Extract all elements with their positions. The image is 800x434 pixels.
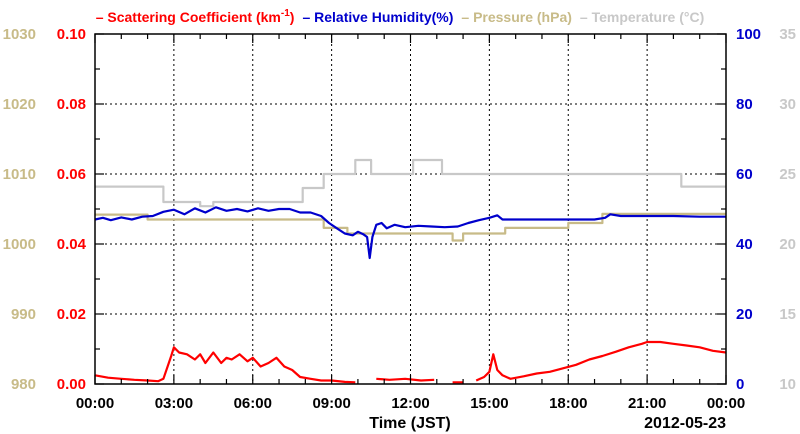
x-tick-label: 00:00 bbox=[707, 395, 745, 412]
y-tick-label-pressure: 980 bbox=[11, 376, 36, 393]
series-line-scattering bbox=[94, 340, 727, 384]
legend-entry: – Temperature (°C) bbox=[580, 9, 704, 25]
y-tick-label-temperature: 30 bbox=[779, 96, 796, 113]
legend-superscript: -1 bbox=[281, 8, 290, 19]
y-tick-label-temperature: 10 bbox=[779, 376, 796, 393]
x-axis-label: Time (JST) bbox=[369, 415, 451, 432]
series-line-humidity bbox=[94, 206, 726, 260]
y-tick-label-humidity: 0 bbox=[736, 376, 744, 393]
legend: – Scattering Coefficient (km-1) – Relativ… bbox=[96, 8, 705, 25]
y-tick-label-temperature: 25 bbox=[779, 166, 796, 183]
series-layer bbox=[94, 158, 727, 384]
y-tick-label-humidity: 60 bbox=[736, 166, 753, 183]
y-axis-scattering: 0.00 0.02 0.04 0.06 0.08 0.10 bbox=[57, 26, 104, 393]
legend-entry: – Scattering Coefficient (km bbox=[96, 9, 281, 25]
y-tick-label-temperature: 15 bbox=[779, 306, 796, 323]
x-tick-label: 06:00 bbox=[234, 395, 272, 412]
x-tick-label: 00:00 bbox=[76, 395, 114, 412]
x-tick-label: 12:00 bbox=[391, 395, 429, 412]
y-tick-label-humidity: 20 bbox=[736, 306, 753, 323]
y-tick-label-pressure: 1020 bbox=[3, 96, 36, 113]
y-tick-label-humidity: 100 bbox=[736, 26, 761, 43]
y-axis-humidity: 0 20 40 60 80 100 bbox=[717, 26, 761, 393]
series-line-pressure bbox=[95, 212, 726, 242]
legend-entry: – Pressure (hPa) bbox=[461, 9, 572, 25]
y-tick-label-scattering: 0.10 bbox=[57, 26, 86, 43]
x-tick-label: 15:00 bbox=[470, 395, 508, 412]
x-tick-label: 09:00 bbox=[312, 395, 350, 412]
y-tick-label-humidity: 80 bbox=[736, 96, 753, 113]
legend-entry: – Relative Humidity(%) bbox=[302, 9, 453, 25]
y-tick-label-scattering: 0.04 bbox=[57, 236, 87, 253]
x-tick-label: 03:00 bbox=[155, 395, 193, 412]
y-axis-pressure: 980 990 1000 1010 1020 1030 bbox=[3, 26, 36, 393]
y-tick-label-scattering: 0.08 bbox=[57, 96, 86, 113]
grid bbox=[95, 34, 726, 384]
y-axis-temperature: 10 15 20 25 30 35 bbox=[779, 26, 796, 393]
legend-entry-tail: ) bbox=[290, 9, 295, 25]
legend-text: – Scattering Coefficient (km-1) – Relativ… bbox=[96, 8, 705, 25]
y-tick-label-pressure: 1030 bbox=[3, 26, 36, 43]
y-tick-label-temperature: 35 bbox=[779, 26, 796, 43]
y-tick-label-pressure: 1010 bbox=[3, 166, 36, 183]
y-tick-label-scattering: 0.02 bbox=[57, 306, 86, 323]
x-tick-label: 21:00 bbox=[628, 395, 666, 412]
x-axis: 00:00 03:00 06:00 09:00 12:00 15:00 18:00 21:00… bbox=[76, 34, 745, 412]
y-tick-label-pressure: 990 bbox=[11, 306, 36, 323]
y-tick-label-scattering: 0.00 bbox=[57, 376, 86, 393]
y-tick-label-temperature: 20 bbox=[779, 236, 796, 253]
y-tick-label-pressure: 1000 bbox=[3, 236, 36, 253]
date-label: 2012-05-23 bbox=[644, 415, 726, 432]
y-tick-label-humidity: 40 bbox=[736, 236, 753, 253]
x-tick-label: 18:00 bbox=[549, 395, 587, 412]
y-tick-label-scattering: 0.06 bbox=[57, 166, 86, 183]
series-line-temperature bbox=[95, 158, 726, 208]
